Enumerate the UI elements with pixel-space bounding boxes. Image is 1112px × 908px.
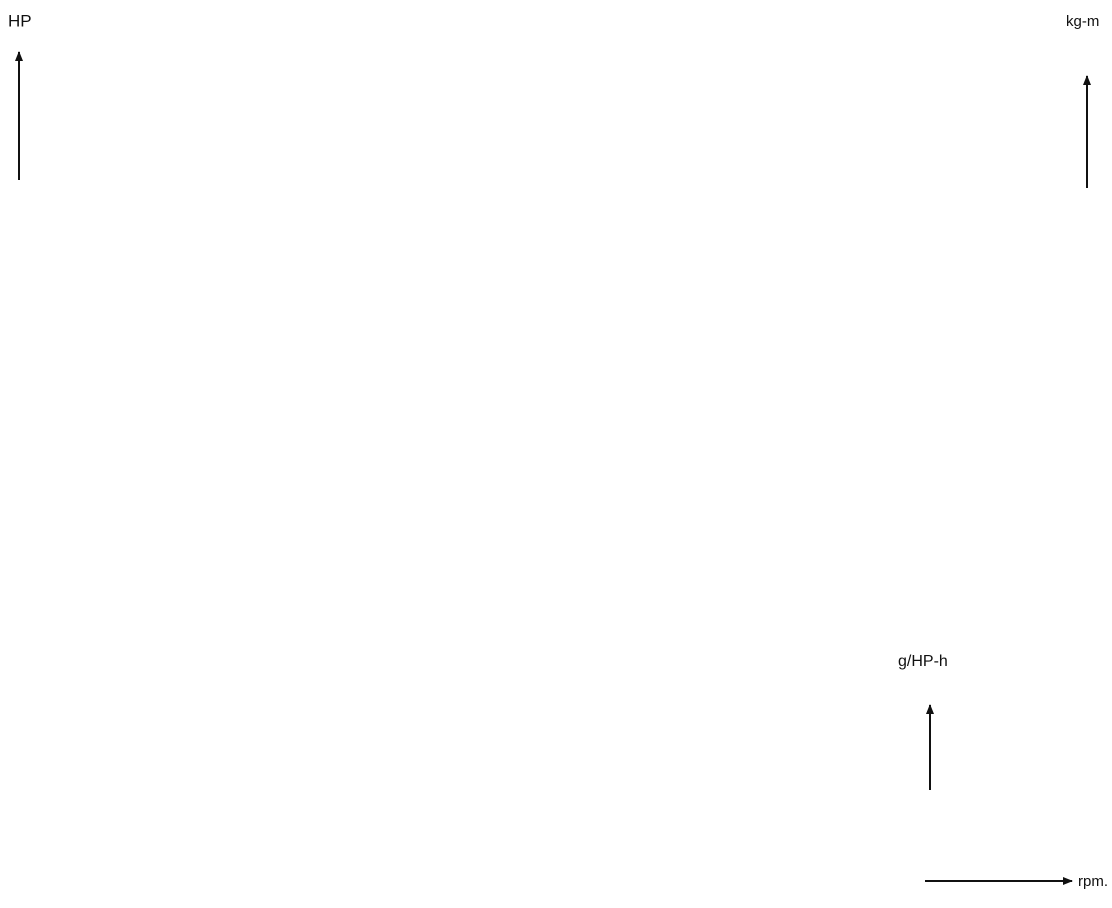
annotations <box>0 0 3 2</box>
y-axis-label: HP <box>8 11 32 30</box>
annotation-box <box>0 0 3 2</box>
x-axis-label: rpm. <box>1078 873 1108 890</box>
annotation <box>0 0 3 2</box>
y2-axis-label: kg-m <box>1066 13 1099 30</box>
y3-axis-label: g/HP-h <box>898 653 948 670</box>
